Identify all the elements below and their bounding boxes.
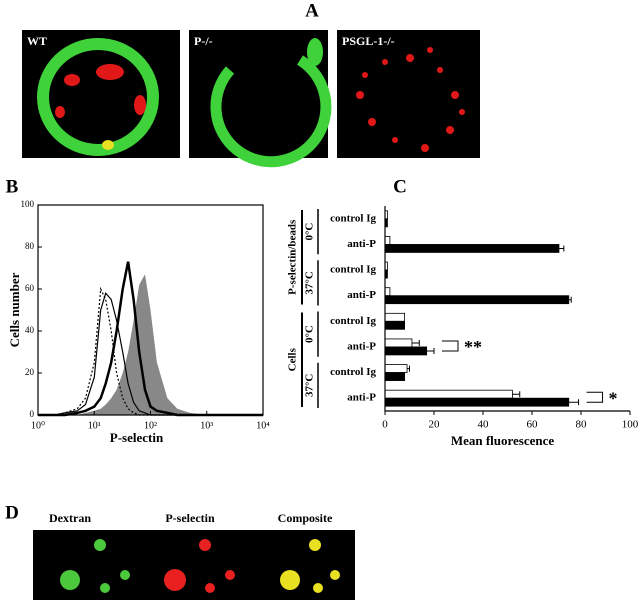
- bar: [384, 244, 560, 253]
- x-tick-label: 40: [478, 419, 490, 431]
- error-bar: [426, 347, 435, 354]
- category-label: anti-P: [347, 392, 376, 404]
- x-tick-label: 100: [622, 419, 639, 431]
- image-label: Composite: [278, 511, 333, 525]
- subgroup-label: 0°C: [304, 223, 316, 241]
- micrograph: P-/-: [189, 30, 332, 168]
- error-bar: [558, 245, 565, 252]
- micrograph: [33, 530, 355, 600]
- group-label: Cells: [287, 347, 299, 371]
- error-bar: [512, 391, 521, 398]
- bar: [384, 320, 406, 330]
- panel-label: B: [6, 176, 19, 197]
- subgroup-label: 37°C: [304, 374, 316, 397]
- image-label: WT: [27, 34, 47, 48]
- significance-mark: **: [464, 337, 482, 357]
- significance-bracket: [442, 340, 459, 352]
- bar: [384, 312, 406, 322]
- significance-mark: *: [609, 388, 618, 408]
- y-tick-label: 20: [25, 367, 35, 377]
- image-label: P-/-: [194, 34, 213, 48]
- bar: [384, 295, 570, 305]
- bar: [384, 372, 406, 381]
- category-label: control Ig: [330, 315, 376, 327]
- x-tick-label: 10⁴: [256, 420, 270, 431]
- significance-bracket: [586, 391, 604, 403]
- panel-label: C: [393, 176, 407, 197]
- y-tick-label: 0: [30, 409, 35, 419]
- subgroup-label: 0°C: [304, 325, 316, 343]
- x-tick-label: 10²: [144, 420, 157, 431]
- axes: [384, 206, 630, 412]
- panel-label: A: [305, 0, 319, 21]
- y-tick-label: 60: [25, 283, 35, 293]
- error-bar: [568, 399, 580, 406]
- category-label: anti-P: [347, 289, 376, 301]
- x-tick-label: 10¹: [88, 420, 101, 431]
- category-label: anti-P: [347, 238, 376, 250]
- y-tick-label: 100: [21, 199, 35, 209]
- x-axis-label: P-selectin: [110, 430, 164, 445]
- x-tick-label: 0: [382, 419, 388, 431]
- x-tick-label: 10³: [200, 420, 213, 431]
- y-axis-label: Cells number: [7, 272, 22, 347]
- bar: [384, 389, 513, 399]
- y-tick-label: 40: [25, 325, 35, 335]
- x-axis-label: Mean fluorescence: [451, 433, 555, 448]
- x-tick-label: 60: [527, 419, 539, 431]
- image-label: P-selectin: [165, 511, 215, 525]
- category-label: control Ig: [330, 212, 376, 224]
- subgroup-label: 37°C: [304, 271, 316, 294]
- bar: [384, 397, 570, 407]
- category-label: control Ig: [330, 366, 376, 378]
- x-tick-label: 20: [429, 419, 441, 431]
- error-bar: [568, 296, 572, 303]
- category-label: control Ig: [330, 264, 376, 276]
- bar: [384, 346, 428, 356]
- bar: [384, 236, 391, 245]
- image-label: Dextran: [49, 511, 91, 525]
- x-tick-label: 80: [576, 419, 588, 431]
- category-label: anti-P: [347, 340, 376, 352]
- image-label: PSGL-1-/-: [342, 34, 395, 48]
- y-tick-label: 80: [25, 241, 35, 251]
- micrograph: WT: [22, 30, 180, 158]
- bar: [384, 364, 408, 373]
- micrograph: PSGL-1-/-: [337, 30, 480, 158]
- area: [38, 274, 263, 415]
- error-bar: [407, 365, 410, 372]
- error-bar: [411, 339, 420, 346]
- bar: [384, 287, 391, 297]
- panel-label: D: [5, 502, 19, 523]
- x-tick-label: 10⁰: [31, 420, 45, 431]
- line: [38, 261, 263, 417]
- group-label: P-selectin/beads: [287, 219, 299, 295]
- bar: [384, 338, 413, 348]
